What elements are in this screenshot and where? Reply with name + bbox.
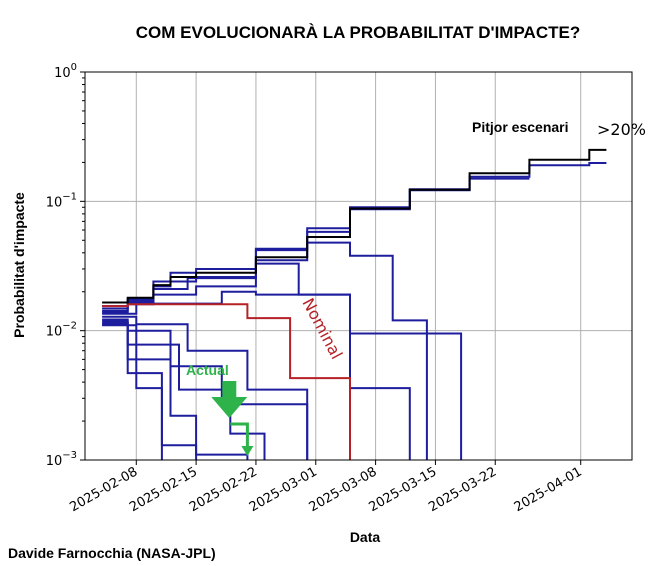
data-series: [102, 148, 607, 460]
scenario-line: [102, 162, 607, 308]
scenario-line: [102, 290, 411, 460]
grid-lines: [85, 72, 632, 460]
credit-text: Davide Farnocchia (NASA-JPL): [8, 545, 216, 561]
x-tick-label: 2025-04-01: [512, 464, 585, 515]
scenario-line: [102, 262, 463, 460]
scenario-line: [102, 241, 428, 460]
nominal-annotation: Nominal: [298, 295, 346, 362]
actual-arrow-head: [211, 397, 248, 418]
chart-title: COM EVOLUCIONARÀ LA PROBABILITAT D'IMPAC…: [136, 23, 580, 42]
actual-arrow-icon: [211, 381, 254, 456]
y-tick-exponent: −3: [62, 450, 77, 461]
actual-annotation: Actual: [186, 362, 229, 378]
y-tick-base: 10: [46, 325, 63, 340]
y-tick-label: 10−1: [46, 191, 77, 210]
y-tick-base: 10: [54, 66, 71, 81]
scenario-line: [102, 315, 309, 460]
y-tick-exponent: 0: [71, 62, 77, 73]
scenario-line: [102, 324, 163, 460]
actual-arrow-shaft: [222, 381, 237, 397]
y-tick-base: 10: [46, 195, 63, 210]
y-axis-label: Probabilitat d'impacte: [11, 192, 27, 338]
worst-case-line: [102, 148, 607, 304]
worst-case-annotation: Pitjor escenari: [472, 119, 569, 135]
actual-step-line: [230, 422, 249, 448]
plot-frame: [84, 71, 633, 461]
y-tick-exponent: −1: [62, 191, 77, 202]
scenario-line: [102, 320, 266, 460]
nominal-line: [102, 303, 351, 460]
x-axis-label: Data: [350, 529, 381, 545]
x-tick-label: 2025-03-22: [426, 464, 499, 515]
actual-step-arrowhead: [241, 446, 254, 456]
y-tick-exponent: −2: [62, 321, 77, 332]
x-axis-ticks: 2025-02-082025-02-152025-02-222025-03-01…: [67, 460, 585, 515]
y-tick-label: 100: [54, 62, 77, 81]
y-tick-label: 10−2: [46, 321, 77, 340]
y-tick-label: 10−3: [46, 450, 77, 469]
y-tick-base: 10: [46, 454, 63, 469]
worst-value-annotation: >20%: [597, 120, 646, 139]
